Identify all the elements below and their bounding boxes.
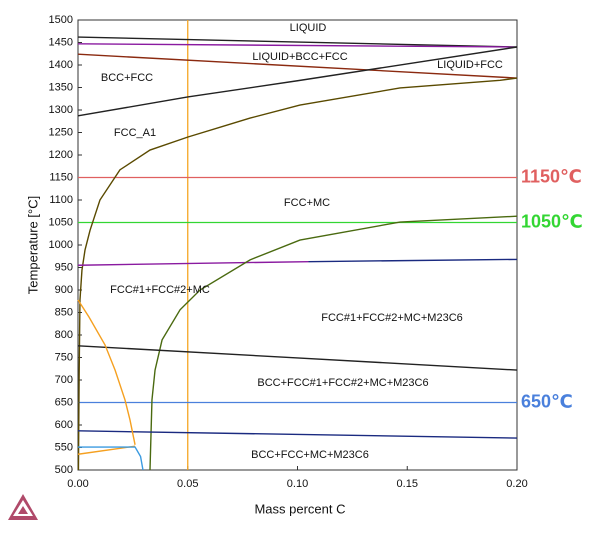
phase-boundary [149,215,518,471]
region-label: BCC+FCC [101,72,153,84]
y-tick-label: 750 [55,351,73,363]
phase-boundary [78,446,144,471]
phase-boundary [308,258,518,263]
region-label: FCC#1+FCC#2+MC+M23C6 [321,312,463,324]
x-tick-label: 0.20 [506,478,527,490]
region-label: FCC#1+FCC#2+MC [110,284,210,296]
y-tick-label: 1050 [49,216,73,228]
y-tick-label: 1500 [49,14,73,26]
y-tick-label: 600 [55,419,73,431]
phase-boundary [77,46,518,117]
y-tick-label: 650 [55,396,73,408]
region-label: LIQUID [290,22,327,34]
plot-area [77,19,518,471]
y-tick-label: 1350 [49,81,73,93]
x-tick-label: 0.00 [67,478,88,490]
y-tick-label: 950 [55,261,73,273]
phase-boundary [77,53,518,79]
region-label: BCC+FCC#1+FCC#2+MC+M23C6 [257,377,428,389]
y-axis-label: Temperature [°C] [25,196,40,294]
x-tick-label: 0.15 [397,478,418,490]
y-tick-label: 800 [55,329,73,341]
y-tick-label: 1150 [49,171,73,183]
y-tick-label: 1250 [49,126,73,138]
region-label: FCC+MC [284,197,330,209]
region-label: LIQUID+BCC+FCC [252,51,347,63]
reference-label: 650℃ [521,391,573,411]
y-tick-label: 1450 [49,36,73,48]
reference-label: 1050℃ [521,211,583,231]
x-tick-label: 0.05 [177,478,198,490]
region-label: LIQUID+FCC [437,59,503,71]
phase-boundary [77,299,136,445]
y-tick-label: 850 [55,306,73,318]
x-axis-label: Mass percent C [254,501,345,516]
phase-boundary [77,260,309,266]
y-tick-label: 1400 [49,59,73,71]
phase-boundary [77,430,518,439]
phase-boundary [77,345,518,371]
phase-boundary [77,77,518,471]
phase-boundary [77,43,518,48]
y-tick-label: 900 [55,284,73,296]
reference-label: 1150℃ [521,166,582,186]
y-tick-label: 1100 [49,194,73,206]
logo [8,494,38,520]
region-label: FCC_A1 [114,127,156,139]
y-tick-label: 1200 [49,149,73,161]
y-tick-label: 500 [55,464,73,476]
y-tick-label: 1000 [49,239,73,251]
phase-boundary [77,36,518,48]
y-tick-label: 700 [55,374,73,386]
y-tick-label: 550 [55,441,73,453]
region-label: BCC+FCC+MC+M23C6 [251,449,369,461]
x-tick-label: 0.10 [287,478,308,490]
y-tick-label: 1300 [49,104,73,116]
